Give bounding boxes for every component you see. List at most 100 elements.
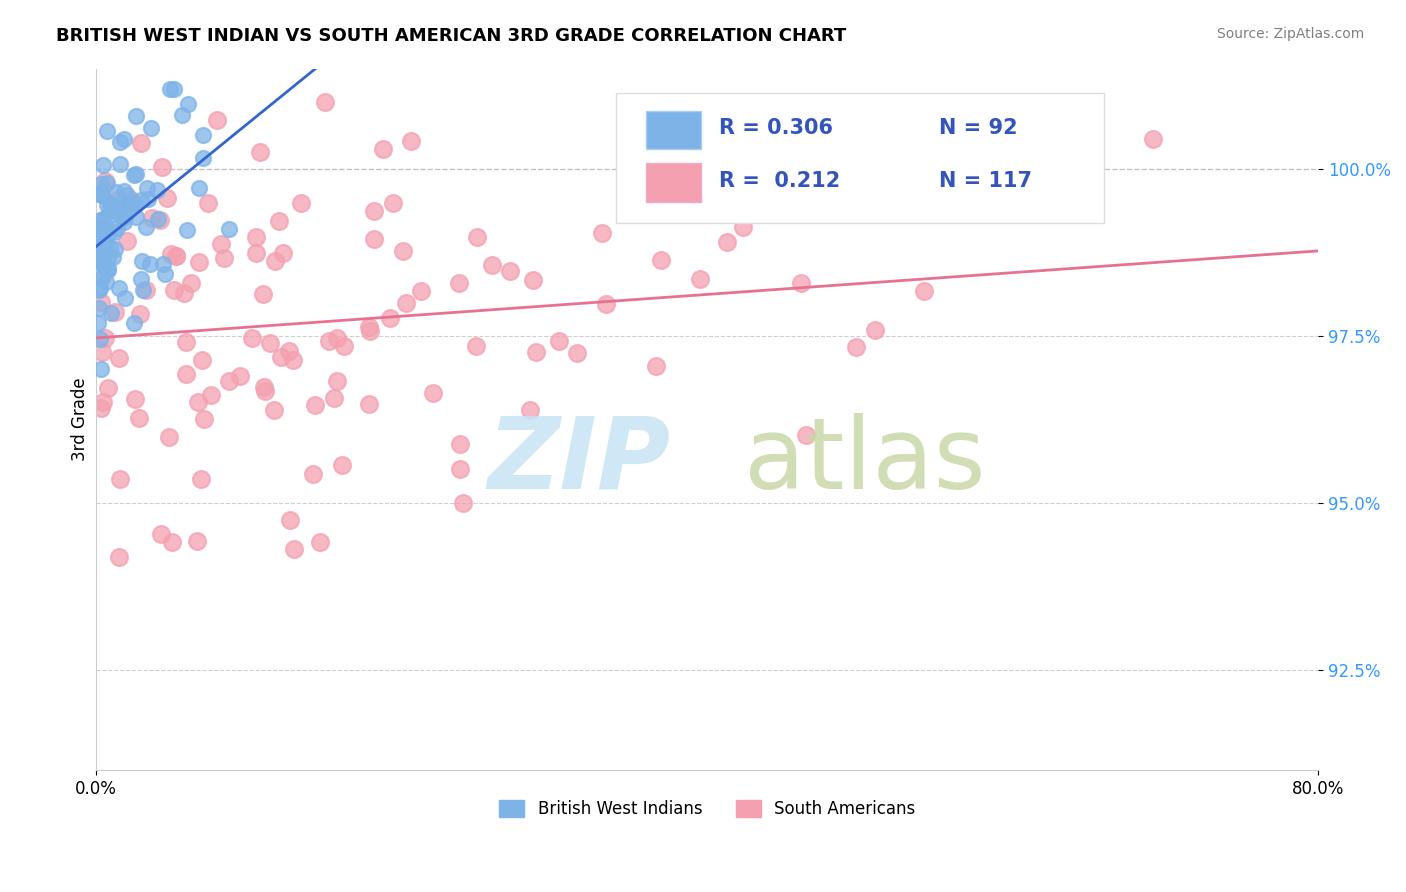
Point [731,220,754,235]
Point [595,296,617,310]
Point [131,254,153,268]
Point [112,211,135,225]
Point [89,213,111,227]
Point [91,395,114,409]
Point [381,196,404,211]
Point [108,472,131,486]
Point [105,221,128,235]
Point [135,283,157,297]
Point [115,188,138,202]
Point [141,211,163,225]
Point [283,542,305,557]
Point [90,251,112,265]
Text: R = 0.306: R = 0.306 [720,118,834,138]
Point [90,294,112,309]
Point [153,267,176,281]
Point [120,194,142,208]
Point [87,226,110,240]
Text: atlas: atlas [744,413,986,510]
Point [176,222,198,236]
FancyBboxPatch shape [616,93,1104,223]
Point [264,254,287,268]
Point [135,181,157,195]
Point [112,184,135,198]
Text: ZIP: ZIP [488,413,671,510]
Point [125,109,148,123]
Point [125,167,148,181]
Point [481,258,503,272]
Point [322,391,344,405]
Point [159,81,181,95]
Point [174,334,197,349]
Point [519,403,541,417]
Point [90,270,112,285]
Point [205,112,228,127]
Point [107,550,129,565]
Point [254,384,277,398]
Point [96,198,118,212]
Point [96,275,118,289]
Point [129,272,152,286]
Point [332,339,354,353]
Point [547,334,569,349]
Point [139,121,162,136]
Point [87,248,110,262]
FancyBboxPatch shape [647,111,702,149]
Point [218,374,240,388]
Point [200,388,222,402]
Point [104,242,127,256]
Point [139,257,162,271]
Point [94,222,117,236]
Point [229,369,252,384]
Point [150,527,173,541]
Point [790,277,813,291]
Point [146,183,169,197]
FancyBboxPatch shape [647,163,702,202]
Point [87,283,110,297]
Point [330,458,353,472]
Point [96,124,118,138]
Point [176,368,198,382]
Point [90,185,112,199]
Point [650,253,672,268]
Point [252,286,274,301]
Point [98,241,121,255]
Point [938,192,960,206]
Point [378,310,401,325]
Point [96,176,118,190]
Point [283,353,305,368]
Point [129,136,152,151]
Point [86,225,108,239]
Point [290,196,312,211]
Point [120,197,142,211]
Y-axis label: 3rd Grade: 3rd Grade [72,377,89,461]
Point [689,272,711,286]
Point [97,382,120,396]
Point [357,320,380,334]
Point [392,244,415,258]
Point [191,128,214,143]
Point [186,534,208,549]
Point [187,255,209,269]
Point [122,196,145,211]
Point [314,95,336,109]
Point [245,245,267,260]
Point [188,181,211,195]
Point [394,296,416,310]
Point [90,362,112,376]
Point [152,257,174,271]
Point [449,461,471,475]
Point [325,374,347,388]
Point [180,277,202,291]
Point [449,277,471,291]
Point [302,467,325,481]
Point [359,324,381,338]
Point [524,345,547,359]
Point [97,262,120,277]
Point [363,204,385,219]
Point [89,220,111,235]
Point [97,209,120,223]
Point [103,250,125,264]
Point [160,535,183,549]
Point [87,218,110,232]
